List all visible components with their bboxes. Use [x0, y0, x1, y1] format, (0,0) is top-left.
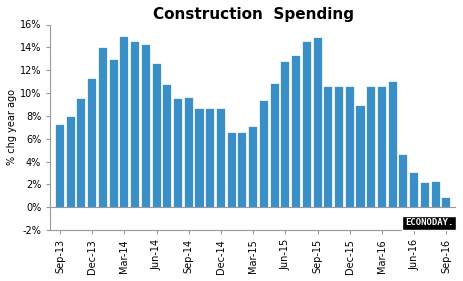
Y-axis label: % chg year ago: % chg year ago — [7, 89, 17, 165]
Bar — [120, 37, 128, 207]
Bar — [228, 133, 236, 207]
Bar — [357, 106, 364, 207]
Bar — [56, 125, 64, 207]
Bar — [174, 99, 182, 207]
Bar — [367, 87, 375, 207]
Bar — [142, 45, 150, 207]
Bar — [131, 42, 139, 207]
Bar — [206, 109, 214, 207]
Bar — [270, 84, 279, 207]
Bar — [410, 173, 418, 207]
Text: ECONODAY.: ECONODAY. — [405, 218, 453, 227]
Bar — [99, 49, 107, 207]
Bar — [313, 38, 322, 207]
Bar — [163, 85, 171, 207]
Bar — [421, 183, 429, 207]
Bar — [389, 81, 397, 207]
Bar — [346, 87, 354, 207]
Bar — [292, 56, 300, 207]
Bar — [238, 133, 246, 207]
Bar — [442, 198, 450, 207]
Bar — [185, 98, 193, 207]
Bar — [378, 87, 386, 207]
Bar — [324, 87, 332, 207]
Bar — [335, 87, 343, 207]
Title: Construction  Spending: Construction Spending — [153, 7, 354, 22]
Bar — [110, 60, 118, 207]
Bar — [217, 109, 225, 207]
Bar — [303, 42, 311, 207]
Bar — [260, 101, 268, 207]
Bar — [88, 79, 96, 207]
Bar — [195, 109, 204, 207]
Bar — [67, 117, 75, 207]
Bar — [432, 182, 440, 207]
Bar — [77, 99, 85, 207]
Bar — [249, 127, 257, 207]
Bar — [282, 62, 289, 207]
Bar — [400, 155, 407, 207]
Bar — [152, 64, 161, 207]
